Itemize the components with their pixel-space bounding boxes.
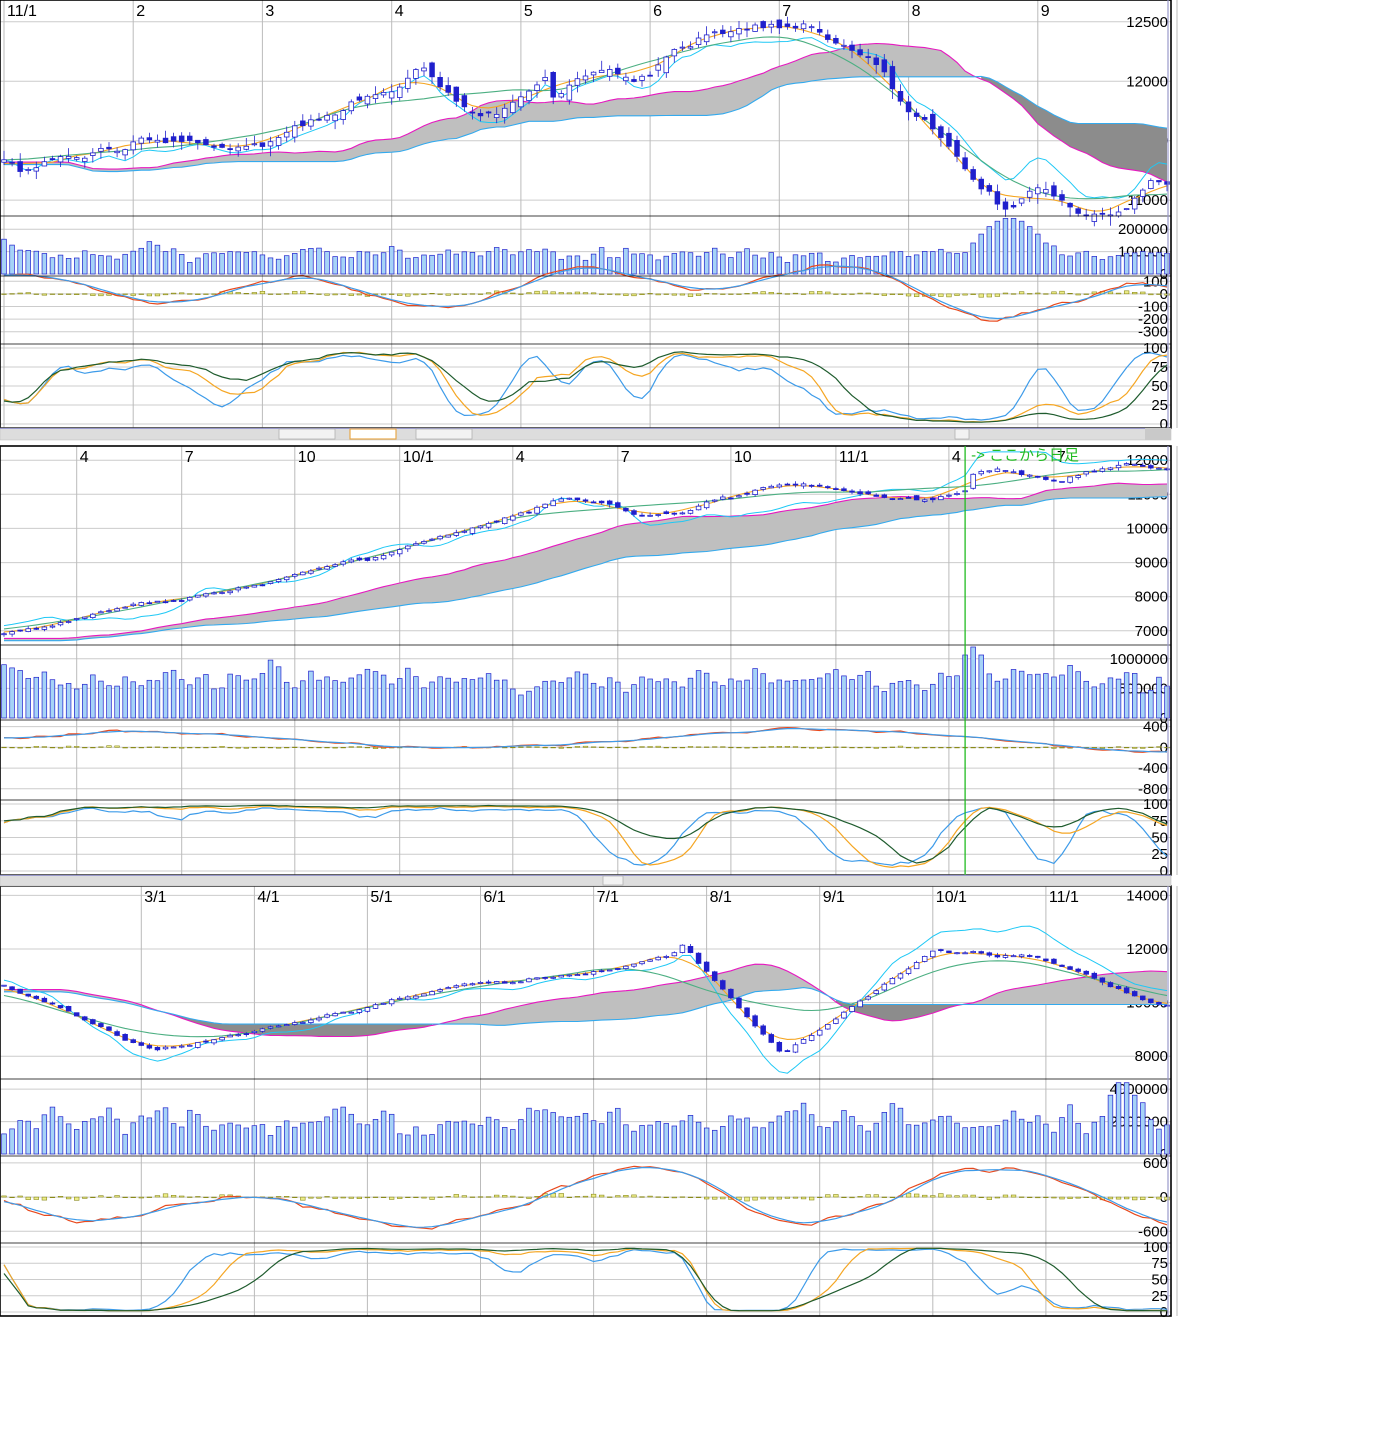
svg-text:9/1: 9/1 <box>823 889 845 906</box>
svg-text:4: 4 <box>516 449 525 466</box>
svg-text:6: 6 <box>653 3 662 20</box>
svg-text:11/1: 11/1 <box>1049 889 1079 906</box>
svg-text:25: 25 <box>1151 1288 1168 1305</box>
svg-text:10000: 10000 <box>1126 520 1168 537</box>
svg-text:1000000: 1000000 <box>1110 651 1168 668</box>
svg-text:9000: 9000 <box>1135 555 1168 572</box>
svg-text:14000: 14000 <box>1126 887 1168 904</box>
svg-text:75: 75 <box>1151 359 1168 376</box>
svg-text:6/1: 6/1 <box>484 889 506 906</box>
svg-text:8: 8 <box>912 3 921 20</box>
svg-text:0: 0 <box>1160 1304 1168 1321</box>
svg-text:7: 7 <box>782 3 791 20</box>
svg-text:12000: 12000 <box>1126 941 1168 958</box>
svg-text:100: 100 <box>1143 1239 1168 1256</box>
svg-text:10: 10 <box>734 449 752 466</box>
svg-text:50: 50 <box>1151 830 1168 847</box>
svg-text:11/1: 11/1 <box>839 449 869 466</box>
svg-text:3/1: 3/1 <box>144 889 166 906</box>
svg-text:10: 10 <box>298 449 316 466</box>
svg-text:200000: 200000 <box>1118 221 1168 238</box>
svg-text:50: 50 <box>1151 1272 1168 1289</box>
svg-text:7/1: 7/1 <box>597 889 619 906</box>
svg-text:600: 600 <box>1143 1155 1168 1172</box>
svg-text:7000: 7000 <box>1135 623 1168 640</box>
svg-text:7: 7 <box>185 449 194 466</box>
svg-text:5: 5 <box>524 3 533 20</box>
svg-text:4/1: 4/1 <box>257 889 279 906</box>
svg-text:4: 4 <box>395 3 404 20</box>
svg-text:-600: -600 <box>1138 1223 1168 1240</box>
svg-text:10/1: 10/1 <box>403 449 434 466</box>
svg-text:-> ここから日足: -> ここから日足 <box>971 447 1079 464</box>
svg-text:100: 100 <box>1143 796 1168 813</box>
svg-text:12500: 12500 <box>1126 14 1168 31</box>
svg-text:75: 75 <box>1151 1255 1168 1272</box>
svg-text:11/1: 11/1 <box>7 3 37 20</box>
svg-text:8000: 8000 <box>1135 1048 1168 1065</box>
svg-text:8000: 8000 <box>1135 589 1168 606</box>
svg-text:-400: -400 <box>1138 760 1168 777</box>
svg-text:25: 25 <box>1151 397 1168 414</box>
svg-text:7: 7 <box>621 449 630 466</box>
svg-text:400: 400 <box>1143 719 1168 736</box>
svg-text:4: 4 <box>80 449 89 466</box>
svg-text:3: 3 <box>265 3 274 20</box>
svg-text:50: 50 <box>1151 378 1168 395</box>
svg-text:5/1: 5/1 <box>370 889 392 906</box>
svg-text:2: 2 <box>136 3 145 20</box>
svg-text:12000: 12000 <box>1126 73 1168 90</box>
svg-text:8/1: 8/1 <box>710 889 732 906</box>
svg-text:4: 4 <box>952 449 961 466</box>
svg-text:10/1: 10/1 <box>936 889 967 906</box>
svg-text:9: 9 <box>1041 3 1050 20</box>
